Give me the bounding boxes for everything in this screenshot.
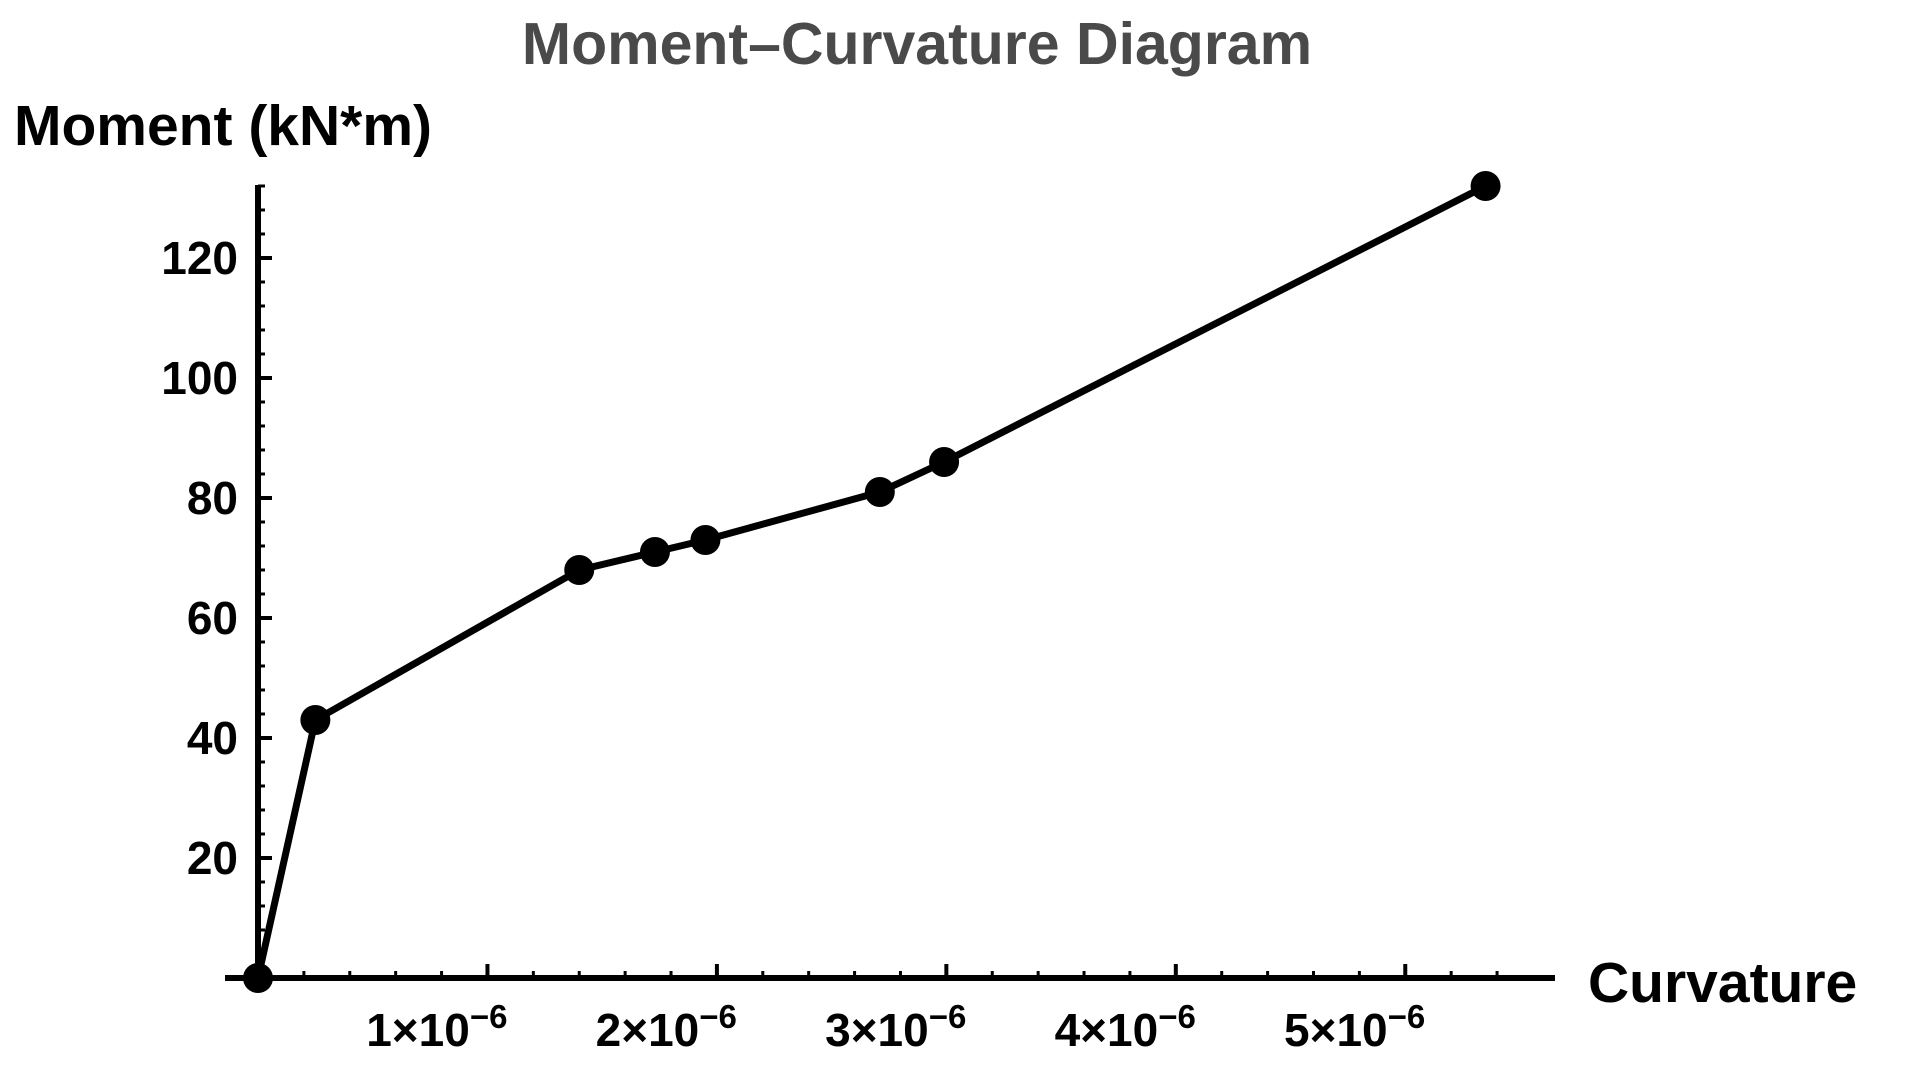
x-axis-label: Curvature: [1588, 951, 1857, 1015]
y-axis-label: Moment (kN*m): [14, 94, 432, 158]
y-tick-label: 120: [161, 232, 238, 284]
data-point: [243, 963, 273, 993]
x-tick-label: 4×10−6: [1055, 998, 1196, 1056]
y-tick-label: 80: [187, 472, 238, 524]
x-tick-label: 1×10−6: [366, 998, 507, 1056]
data-point: [690, 525, 721, 555]
y-tick-label: 20: [187, 832, 238, 884]
data-point: [929, 447, 960, 477]
data-point: [564, 555, 595, 585]
chart-title: Moment–Curvature Diagram: [522, 11, 1312, 77]
series-line: [254, 182, 1490, 982]
data-point: [1470, 171, 1501, 201]
x-tick-label: 2×10−6: [596, 998, 737, 1056]
y-tick-label: 40: [187, 712, 238, 764]
minor-ticks: [256, 184, 1499, 980]
axes: [225, 185, 1555, 985]
data-point: [300, 705, 331, 735]
x-axis-ticks: 1×10−6 2×10−6 3×10−6 4×10−6 5×10−6: [366, 964, 1425, 1056]
x-tick-label: 3×10−6: [825, 998, 966, 1056]
y-tick-label: 100: [161, 352, 238, 404]
y-axis-ticks: 20 40 60 80 100 120: [161, 232, 272, 884]
x-tick-label: 5×10−6: [1284, 998, 1425, 1056]
y-tick-label: 60: [187, 592, 238, 644]
data-point: [639, 537, 670, 567]
data-point: [864, 477, 895, 507]
series-group: [243, 171, 1501, 993]
